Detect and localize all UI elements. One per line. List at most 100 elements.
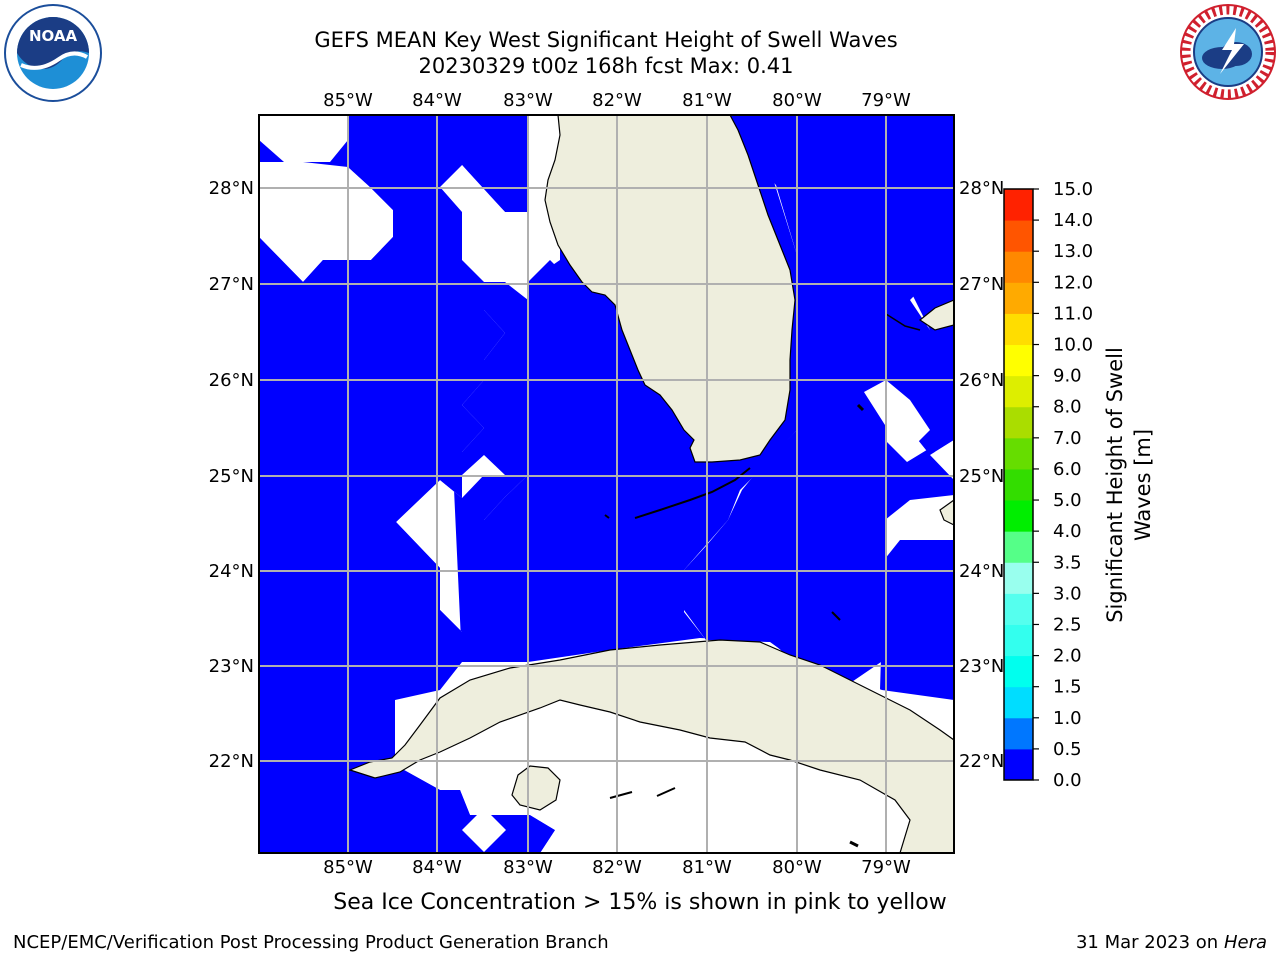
colorbar-tick-label: 3.0 <box>1053 583 1082 604</box>
colorbar-segment <box>1004 220 1033 252</box>
colorbar-segment <box>1004 189 1033 221</box>
colorbar-segment <box>1004 313 1033 346</box>
colorbar-segment <box>1004 686 1033 719</box>
colorbar-segment <box>1004 717 1033 750</box>
lon-label-top: 80°W <box>772 90 822 111</box>
lon-label-bottom: 82°W <box>592 857 642 878</box>
lat-label-right: 26°N <box>959 370 1004 391</box>
footer-date: 31 Mar 2023 on Hera <box>1076 932 1267 953</box>
colorbar-tick-label: 9.0 <box>1053 366 1082 387</box>
lon-label-bottom: 84°W <box>412 857 462 878</box>
colorbar-tick-label: 8.0 <box>1053 397 1082 418</box>
colorbar-tick-label: 5.0 <box>1053 490 1082 511</box>
cuba-east-islet <box>849 840 859 848</box>
colorbar-segment <box>1004 562 1033 594</box>
colorbar-tick-label: 3.5 <box>1053 552 1082 573</box>
florida-keys <box>634 467 751 519</box>
colorbar-tick-label: 6.0 <box>1053 459 1082 480</box>
footer-branch: NCEP/EMC/Verification Post Processing Pr… <box>13 932 609 953</box>
lat-labels-right: 28°N 27°N 26°N 25°N 24°N 23°N 22°N <box>959 178 1004 772</box>
noaa-logo-text: NOAA <box>29 27 78 45</box>
lat-label-right: 23°N <box>959 656 1004 677</box>
lat-label-left: 27°N <box>209 274 254 295</box>
lat-label-right: 24°N <box>959 561 1004 582</box>
lon-label-bottom: 80°W <box>772 857 822 878</box>
colorbar-segment <box>1004 655 1033 688</box>
gridlines <box>259 115 954 853</box>
colorbar-segment <box>1004 748 1033 781</box>
bahamas-islet <box>856 403 865 412</box>
colorbar-tick-label: 11.0 <box>1053 303 1093 324</box>
lat-label-left: 24°N <box>209 561 254 582</box>
land-isla-juventud <box>511 765 561 811</box>
colorbar-tick-label: 7.0 <box>1053 428 1082 449</box>
colorbar-tick-label: 2.0 <box>1053 646 1082 667</box>
colorbar-frame <box>1003 188 1034 781</box>
lat-label-right: 22°N <box>959 751 1004 772</box>
cuba-south-cays <box>609 787 676 799</box>
lon-label-top: 81°W <box>682 90 732 111</box>
lat-label-right: 25°N <box>959 466 1004 487</box>
map-frame <box>258 114 955 854</box>
map-title: GEFS MEAN Key West Significant Height of… <box>314 28 898 52</box>
footer-host: Hera <box>1223 932 1267 953</box>
colorbar-segment <box>1004 593 1033 625</box>
colorbar-segment <box>1004 282 1033 314</box>
lon-label-bottom: 79°W <box>861 857 911 878</box>
lon-label-top: 84°W <box>412 90 462 111</box>
colorbar <box>1003 188 1034 781</box>
colorbar-segment <box>1004 344 1033 377</box>
colorbar-tick-label: 1.0 <box>1053 708 1082 729</box>
colorbar-segment <box>1004 624 1033 657</box>
colorbar-tick-label: 1.5 <box>1053 677 1082 698</box>
colorbar-segment <box>1004 531 1033 563</box>
lon-label-top: 82°W <box>592 90 642 111</box>
colorbar-segment <box>1004 468 1033 501</box>
colorbar-tick-label: 13.0 <box>1053 241 1093 262</box>
lat-label-left: 25°N <box>209 466 254 487</box>
colorbar-label-line1: Significant Height of Swell <box>1103 347 1127 623</box>
land-florida <box>544 115 796 463</box>
colorbar-tick-label: 15.0 <box>1053 179 1093 200</box>
colorbar-label-line2: Waves [m] <box>1131 429 1155 541</box>
nws-logo <box>1178 2 1278 106</box>
noaa-logo: NOAA <box>3 3 103 107</box>
land-bahamas <box>918 299 954 331</box>
colorbar-tick-label: 2.5 <box>1053 614 1082 635</box>
lon-label-top: 83°W <box>503 90 553 111</box>
lon-labels-top: 85°W 84°W 83°W 82°W 81°W 80°W 79°W <box>323 90 911 111</box>
colorbar-tick-label: 10.0 <box>1053 335 1093 356</box>
footer-date-text: 31 Mar 2023 on <box>1075 932 1219 953</box>
lat-label-left: 22°N <box>209 751 254 772</box>
lat-label-right: 28°N <box>959 178 1004 199</box>
lat-label-left: 28°N <box>209 178 254 199</box>
colorbar-segment <box>1004 437 1033 470</box>
land-bahamas-south <box>939 499 954 526</box>
land-cuba <box>348 639 954 853</box>
colorbar-tick-label: 4.0 <box>1053 521 1082 542</box>
lon-label-bottom: 81°W <box>682 857 732 878</box>
lon-label-top: 85°W <box>323 90 373 111</box>
sea-ice-note: Sea Ice Concentration > 15% is shown in … <box>333 890 947 915</box>
lat-label-left: 26°N <box>209 370 254 391</box>
lon-label-top: 79°W <box>861 90 911 111</box>
colorbar-tick-label: 12.0 <box>1053 272 1093 293</box>
cay-islet <box>831 611 841 621</box>
colorbar-tick-label: 0.5 <box>1053 739 1082 760</box>
lon-label-bottom: 83°W <box>503 857 553 878</box>
colorbar-segment <box>1004 500 1033 532</box>
colorbar-segment <box>1004 406 1033 439</box>
lon-labels-bottom: 85°W 84°W 83°W 82°W 81°W 80°W 79°W <box>323 857 911 878</box>
lat-label-left: 23°N <box>209 656 254 677</box>
lat-label-right: 27°N <box>959 274 1004 295</box>
keys-islet <box>604 514 610 519</box>
colorbar-segment <box>1004 375 1033 408</box>
lon-label-bottom: 85°W <box>323 857 373 878</box>
colorbar-segment <box>1004 251 1033 283</box>
lat-labels-left: 28°N 27°N 26°N 25°N 24°N 23°N 22°N <box>209 178 254 772</box>
bahamas-coast <box>885 313 921 331</box>
map-subtitle: 20230329 t00z 168h fcst Max: 0.41 <box>418 54 794 78</box>
colorbar-ticks: 0.0 0.5 1.0 1.5 2.0 2.5 3.0 3.5 4.0 5.0 6.0 7.0 8.0 9… <box>1033 179 1093 791</box>
colorbar-tick-label: 0.0 <box>1053 770 1082 791</box>
